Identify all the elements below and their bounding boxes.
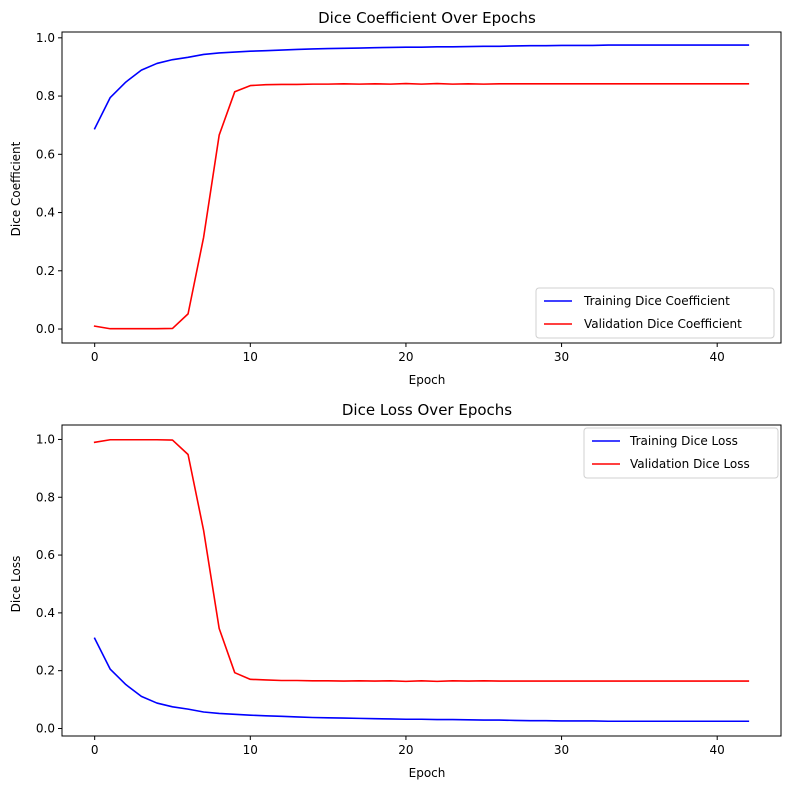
legend-label-training: Training Dice Coefficient <box>583 294 730 308</box>
dice-coefficient-plot: Dice Coefficient Over Epochs Epoch Dice … <box>9 9 782 387</box>
x-tick-label: 20 <box>398 350 413 364</box>
x-tick-label: 0 <box>91 743 99 757</box>
x-axis-label: Epoch <box>409 766 446 780</box>
y-tick-label: 1.0 <box>36 31 55 45</box>
x-tick-label: 10 <box>243 743 258 757</box>
plot-title: Dice Coefficient Over Epochs <box>318 9 536 27</box>
y-tick-label: 0.8 <box>36 490 55 504</box>
legend: Training Dice Loss Validation Dice Loss <box>583 427 779 479</box>
x-tick-label: 10 <box>243 350 258 364</box>
legend: Training Dice Coefficient Validation Dic… <box>535 287 775 339</box>
y-tick-label: 1.0 <box>36 432 55 446</box>
y-tick-label: 0.8 <box>36 89 55 103</box>
axes-frame <box>61 424 782 737</box>
axes-frame <box>61 31 782 344</box>
legend-label-training: Training Dice Loss <box>629 434 738 448</box>
series-lines <box>93 438 750 723</box>
x-tick-label: 0 <box>91 350 99 364</box>
y-tick-label: 0.0 <box>36 721 55 735</box>
x-tick-label: 30 <box>554 350 569 364</box>
series-lines <box>93 44 750 330</box>
y-axis-label: Dice Coefficient <box>9 141 23 236</box>
y-tick-label: 0.0 <box>36 322 55 336</box>
y-tick-label: 0.6 <box>36 147 55 161</box>
training-series-line <box>93 637 750 723</box>
y-axis-label: Dice Loss <box>9 556 23 613</box>
x-axis-label: Epoch <box>409 373 446 387</box>
axis-ticks: 0 10 20 30 40 0.0 0.2 0.4 0.6 0.8 1.0 <box>36 31 725 364</box>
y-tick-label: 0.6 <box>36 548 55 562</box>
axis-ticks: 0 10 20 30 40 0.0 0.2 0.4 0.6 0.8 1.0 <box>36 432 725 757</box>
y-tick-label: 0.2 <box>36 264 55 278</box>
validation-series-line <box>93 438 750 683</box>
plot-title: Dice Loss Over Epochs <box>342 401 512 419</box>
legend-label-validation: Validation Dice Loss <box>630 457 750 471</box>
legend-box <box>535 287 775 339</box>
x-tick-label: 40 <box>710 743 725 757</box>
legend-label-validation: Validation Dice Coefficient <box>584 317 742 331</box>
y-tick-label: 0.4 <box>36 606 55 620</box>
dice-loss-plot: Dice Loss Over Epochs Epoch Dice Loss 0 1… <box>9 401 782 780</box>
y-tick-label: 0.4 <box>36 206 55 220</box>
validation-series-line <box>93 82 750 330</box>
legend-box <box>583 427 779 479</box>
x-tick-label: 30 <box>554 743 569 757</box>
training-series-line <box>93 44 750 130</box>
y-tick-label: 0.2 <box>36 664 55 678</box>
x-tick-label: 20 <box>398 743 413 757</box>
x-tick-label: 40 <box>710 350 725 364</box>
